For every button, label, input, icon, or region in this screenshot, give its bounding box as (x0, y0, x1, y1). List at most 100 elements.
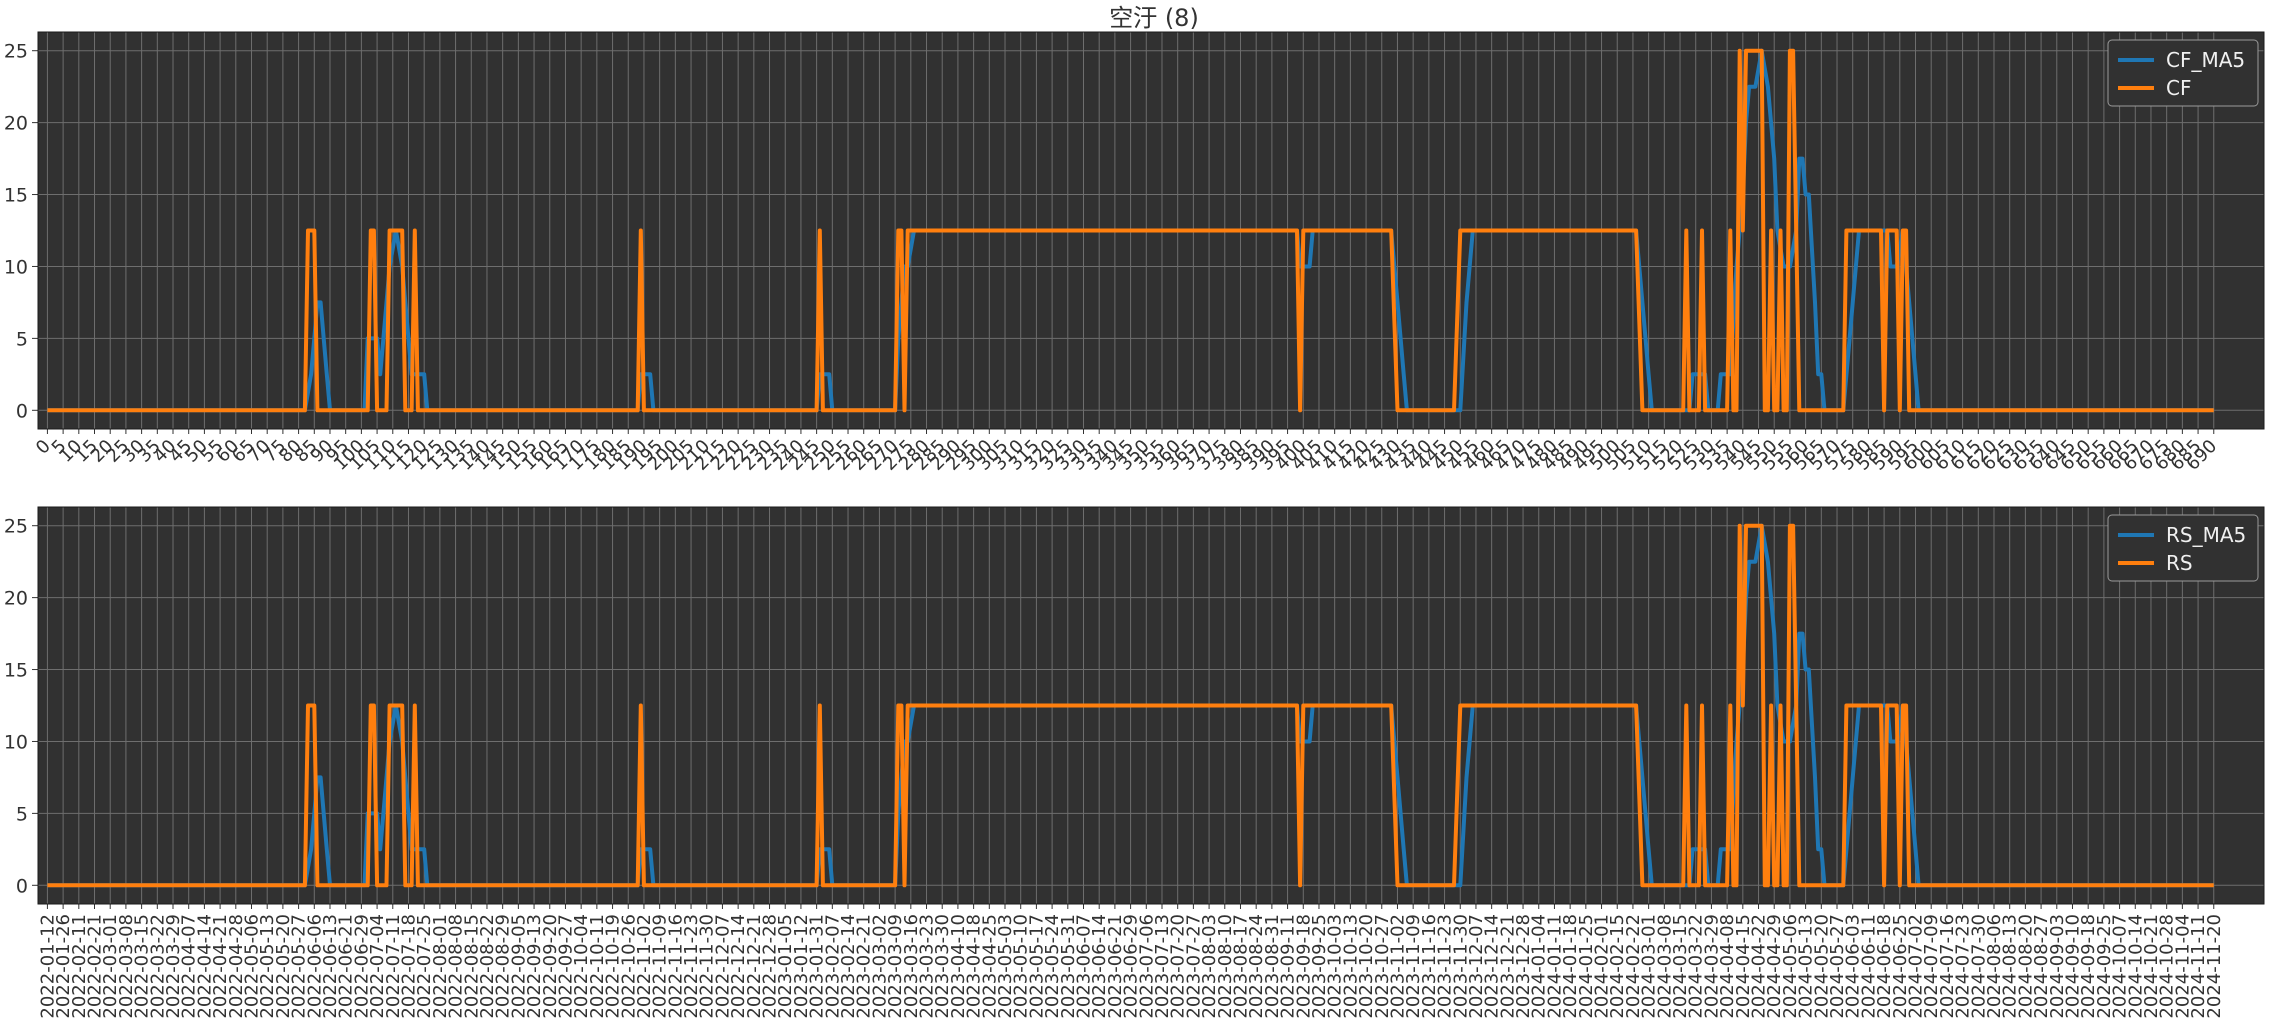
x-tick-label: 2022-05-27 (289, 914, 310, 1019)
x-tick-label: 2022-11-09 (650, 914, 671, 1019)
x-tick-label: 2023-03-02 (869, 914, 890, 1019)
x-tick-label: 2022-08-29 (493, 914, 514, 1019)
x-tick-label: 2022-12-14 (728, 914, 749, 1019)
x-tick-label: 2024-03-29 (1701, 914, 1722, 1019)
x-tick-label: 2023-03-09 (885, 914, 906, 1019)
x-tick-label: 2024-03-08 (1654, 914, 1675, 1019)
y-tick-label: 15 (4, 660, 28, 682)
x-tick-label: 2022-10-11 (587, 914, 608, 1019)
x-tick-label: 2023-08-17 (1230, 914, 1251, 1019)
x-tick-label: 2022-04-14 (194, 914, 215, 1019)
chart-title: 空汙 (8) (1109, 4, 1199, 32)
x-tick-label: 2024-09-10 (2062, 914, 2083, 1019)
series-line-rs (47, 523, 2214, 888)
x-tick-label: 2022-12-21 (744, 914, 765, 1019)
x-tick-label: 2024-10-14 (2125, 914, 2146, 1019)
top-chart: 0510152025051015202530354045505560657075… (4, 31, 2265, 475)
plot-frame (37, 31, 2265, 430)
x-tick-label: 2022-09-05 (508, 914, 529, 1019)
x-tick-label: 2023-04-18 (964, 914, 985, 1019)
x-tick-label: 2022-01-12 (37, 914, 58, 1019)
x-tick-label: 2024-07-09 (1921, 914, 1942, 1019)
x-tick-label: 2023-06-07 (1073, 914, 1094, 1019)
series-line-cf (47, 48, 2214, 413)
x-tick-label: 2023-09-18 (1293, 914, 1314, 1019)
x-tick-label: 2022-04-28 (226, 914, 247, 1019)
x-tick-label: 2022-06-13 (320, 914, 341, 1019)
x-tick-label: 2022-03-08 (116, 914, 137, 1019)
x-tick-label: 2022-04-07 (179, 914, 200, 1019)
x-tick-label: 2022-03-22 (147, 914, 168, 1019)
x-tick-label: 2023-11-16 (1419, 914, 1440, 1019)
x-tick-label: 2023-02-07 (822, 914, 843, 1019)
x-tick-label: 2024-04-15 (1733, 914, 1754, 1019)
x-tick-label: 2022-03-15 (132, 914, 153, 1019)
x-tick-label: 2023-06-21 (1105, 914, 1126, 1019)
x-tick-label: 2024-11-20 (2204, 914, 2225, 1019)
x-tick-label: 2022-02-21 (85, 914, 106, 1019)
x-tick-label: 2022-03-29 (163, 914, 184, 1019)
x-tick-label: 2023-09-11 (1278, 914, 1299, 1019)
x-tick-label: 2023-06-14 (1089, 914, 1110, 1019)
x-tick-label: 2024-05-20 (1811, 914, 1832, 1019)
x-tick-label: 2023-06-29 (1121, 914, 1142, 1019)
x-tick-label: 2024-06-18 (1874, 914, 1895, 1019)
x-tick-label: 2024-01-18 (1560, 914, 1581, 1019)
x-tick-label: 2022-05-13 (257, 914, 278, 1019)
x-tick-label: 2024-03-01 (1639, 914, 1660, 1019)
x-tick-label: 2022-10-04 (571, 914, 592, 1019)
x-tick-label: 2024-08-06 (1984, 914, 2005, 1019)
x-tick-label: 2023-03-30 (932, 914, 953, 1019)
x-tick-label: 2023-07-20 (1168, 914, 1189, 1019)
x-tick-label: 2023-08-03 (1199, 914, 1220, 1019)
x-tick-label: 2024-05-06 (1780, 914, 1801, 1019)
x-tick-label: 2022-09-13 (524, 914, 545, 1019)
x-tick-label: 2023-07-27 (1183, 914, 1204, 1019)
x-tick-label: 2024-05-13 (1796, 914, 1817, 1019)
x-tick-label: 2022-09-27 (555, 914, 576, 1019)
x-tick-label: 2022-07-11 (383, 914, 404, 1019)
x-tick-label: 2022-11-23 (681, 914, 702, 1019)
x-tick-label: 2022-04-21 (210, 914, 231, 1019)
x-tick-label: 2024-11-11 (2188, 914, 2209, 1019)
x-tick-label: 2023-09-25 (1309, 914, 1330, 1019)
x-tick-label: 2024-10-07 (2110, 914, 2131, 1019)
x-tick-label: 2023-12-07 (1466, 914, 1487, 1019)
x-tick-label: 2022-07-18 (398, 914, 419, 1019)
y-tick-label: 5 (16, 328, 28, 350)
x-tick-label: 2024-11-04 (2172, 914, 2193, 1019)
x-tick-label: 2023-11-02 (1387, 914, 1408, 1019)
x-tick-label: 2023-02-14 (838, 914, 859, 1019)
x-tick-label: 2024-10-28 (2157, 914, 2178, 1019)
legend-label: RS (2166, 551, 2193, 575)
x-tick-label: 2023-07-13 (1152, 914, 1173, 1019)
x-tick-label: 2022-01-26 (53, 914, 74, 1019)
x-tick-label: 2023-05-31 (1058, 914, 1079, 1019)
x-tick-label: 2024-04-22 (1749, 914, 1770, 1019)
x-tick-label: 2022-11-02 (634, 914, 655, 1019)
y-tick-label: 10 (4, 731, 28, 753)
x-tick-label: 2022-10-26 (618, 914, 639, 1019)
x-tick-label: 2024-07-30 (1968, 914, 1989, 1019)
x-tick-label: 2022-12-07 (712, 914, 733, 1019)
x-tick-label: 2023-03-16 (901, 914, 922, 1019)
y-tick-label: 20 (4, 588, 28, 610)
x-tick-label: 2024-08-13 (2000, 914, 2021, 1019)
x-tick-label: 2022-08-01 (430, 914, 451, 1019)
x-tick-label: 2023-08-24 (1246, 914, 1267, 1019)
x-tick-label: 2024-07-02 (1906, 914, 1927, 1019)
y-tick-label: 0 (16, 875, 28, 897)
legend: RS_MA5 RS (2107, 514, 2259, 582)
x-tick-label: 2023-01-12 (791, 914, 812, 1019)
x-tick-label: 2023-12-14 (1482, 914, 1503, 1019)
y-tick-label: 5 (16, 803, 28, 825)
x-tick-label: 2022-09-20 (540, 914, 561, 1019)
legend-label: CF_MA5 (2166, 48, 2245, 72)
y-tick-label: 25 (4, 41, 28, 63)
x-tick-label: 2023-11-30 (1450, 914, 1471, 1019)
x-tick-label: 2024-09-03 (2047, 914, 2068, 1019)
x-tick-label: 2022-03-01 (100, 914, 121, 1019)
y-tick-label: 20 (4, 113, 28, 135)
x-tick-label: 2022-08-15 (461, 914, 482, 1019)
